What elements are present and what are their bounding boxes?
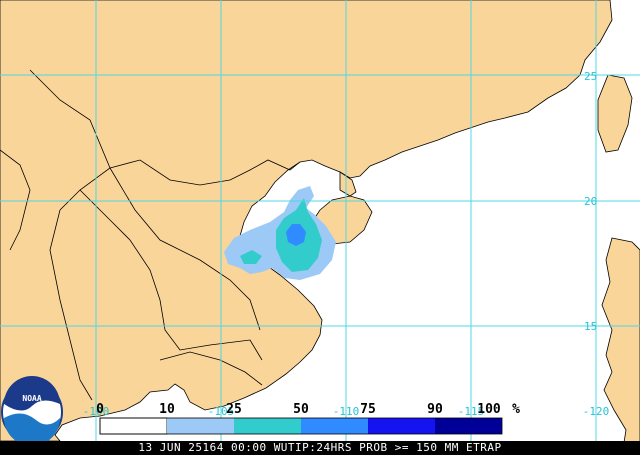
prob-50-area (286, 224, 306, 246)
legend-tick-75: 75 (360, 402, 376, 417)
china-myanmar-border (29, 69, 111, 211)
lon-label-105: -105 (208, 405, 235, 418)
legend-tick-90: 90 (427, 402, 443, 417)
lat-label-15: 15 (584, 320, 597, 333)
lat-label-25: 25 (584, 70, 597, 83)
thailand-laos-border (79, 189, 263, 361)
legend-tick-0: 0 (96, 402, 104, 417)
lon-label-100: -100 (83, 405, 110, 418)
legend-swatch-50-75 (301, 418, 368, 434)
legend-swatch-90-100 (435, 418, 502, 434)
india-border (0, 149, 31, 251)
legend-swatch-0-10 (99, 417, 168, 435)
legend-tick-100: 100 (477, 402, 501, 417)
legend-frame (99, 417, 503, 435)
noaa-logo-wave (4, 413, 60, 446)
legend-tick-25: 25 (226, 402, 242, 417)
legend-tick-10: 10 (159, 402, 175, 417)
lon-label-115: -115 (458, 405, 485, 418)
legend-tick-labels: 0 10 25 50 75 90 100 % (96, 402, 520, 417)
mainland-asia (0, 0, 613, 442)
legend-swatch-10-25 (167, 418, 234, 434)
cambodia-border (159, 351, 263, 386)
lon-label-110: -110 (333, 405, 360, 418)
noaa-logo-sky (4, 376, 60, 411)
latitude-labels: 25 20 15 (584, 70, 597, 333)
laos-border (109, 167, 261, 331)
legend-swatch-75-90 (368, 418, 435, 434)
myanmar-thailand-border (49, 209, 93, 401)
china-vietnam-border (109, 159, 301, 186)
longitude-labels: -100 -105 -110 -115 -120 (83, 405, 610, 418)
noaa-logo-icon: NOAA (1, 376, 63, 446)
status-bar: 13 JUN 25164 00:00 WUTIP:24HRS PROB >= 1… (0, 441, 640, 455)
lon-label-120: -120 (583, 405, 610, 418)
lat-lon-grid (0, 0, 640, 441)
legend-swatch-25-50 (234, 418, 301, 434)
probability-contours (224, 186, 336, 280)
taiwan-island (597, 74, 633, 153)
luzon-island (601, 237, 640, 455)
prob-25-area-west (240, 250, 262, 264)
legend-tick-50: 50 (293, 402, 309, 417)
leizhou-peninsula (339, 171, 357, 197)
legend-colorbar (99, 417, 503, 435)
country-borders (0, 69, 301, 401)
noaa-logo-text: NOAA (22, 394, 41, 403)
legend-unit: % (512, 402, 520, 417)
lat-label-20: 20 (584, 195, 597, 208)
